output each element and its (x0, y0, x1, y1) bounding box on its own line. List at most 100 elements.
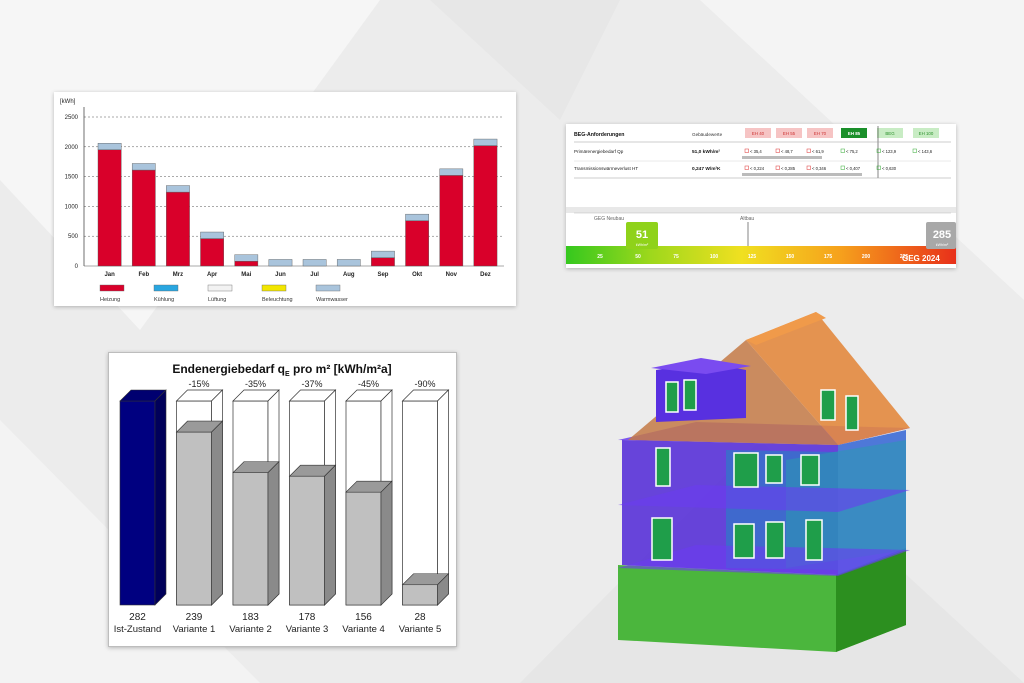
requirement-cell: < 0,346 (812, 166, 827, 171)
x-tick-label: Sep (377, 272, 388, 278)
category-label: Variante 4 (342, 624, 385, 635)
energy-bar (345, 491, 382, 606)
scale-old-label: Altbau (740, 216, 754, 222)
value-label: 178 (299, 612, 316, 623)
bar-warmwasser (268, 259, 293, 267)
value-label: 183 (242, 612, 259, 623)
eh-label: EH 85 (848, 131, 861, 136)
monthly-energy-chart-panel: [kWh] Jan Feb Mrz Apr Mai Jun Jul Aug Sep Okt Nov D… (54, 92, 516, 306)
x-tick-label: Apr (207, 272, 218, 278)
bar-heizung (200, 238, 224, 267)
row-label: Primärenergiebedarf Qp (574, 149, 624, 154)
category-label: Variante 2 (229, 624, 272, 635)
bar-warmwasser (439, 168, 464, 176)
requirement-cell: < 0,407 (846, 166, 861, 171)
y-tick-label: 1500 (65, 175, 79, 181)
category-label: Ist-Zustand (114, 624, 162, 635)
percent-label: -90% (414, 379, 435, 389)
requirement-cell: < 0,630 (882, 166, 897, 171)
requirement-cell: < 75,2 (846, 149, 858, 154)
energy-bar-side (380, 480, 393, 606)
energy-bar (176, 431, 212, 606)
endenergie-chart-panel: Endenergiebedarf qE pro m² [kWh/m²a] 282… (108, 352, 457, 647)
endenergie-chart: Endenergiebedarf qE pro m² [kWh/m²a] 282… (114, 362, 450, 635)
energy-bar-side (211, 420, 223, 606)
scale-tick-label: 75 (673, 254, 679, 260)
requirement-cell: < 0,224 (750, 166, 765, 171)
eh-header (841, 128, 867, 138)
value-label: 239 (186, 612, 203, 623)
geg-requirements-panel: BEG-Anforderungen Gebäudewerte EH 40 EH 5… (566, 124, 956, 268)
requirement-cell: < 61,9 (812, 149, 824, 154)
scale-tick-label: 125 (748, 254, 757, 260)
eh-label: EH 40 (752, 131, 765, 136)
scale-new-label: GEG Neubau (594, 216, 624, 222)
energy-bar-side (324, 464, 336, 606)
percent-label: -15% (188, 379, 209, 389)
energy-bar (402, 584, 438, 606)
scale-tick-label: 225 (900, 254, 909, 260)
energy-bar-side (437, 573, 449, 606)
bar-warmwasser (234, 254, 259, 262)
y-tick-label: 0 (75, 264, 79, 270)
svg-text:kWh/m²: kWh/m² (936, 243, 949, 247)
value-label: 156 (355, 612, 372, 623)
bar-warmwasser (97, 143, 122, 150)
scale-tick-label: 200 (862, 254, 871, 260)
bar-heizung (97, 149, 122, 267)
building-3d-model (606, 300, 936, 660)
scale-tick-label: 175 (824, 254, 833, 260)
energy-scale-bar (566, 246, 956, 264)
y-tick-label: 2500 (65, 115, 79, 121)
scale-tick-label: 100 (710, 254, 719, 260)
bar-warmwasser (302, 259, 327, 267)
bar-warmwasser (166, 185, 190, 193)
x-tick-label: Jan (104, 272, 115, 278)
legend-swatch (153, 284, 179, 292)
y-tick-label: 500 (68, 234, 79, 240)
legend-swatch (99, 284, 125, 292)
x-tick-label: Mrz (173, 272, 183, 278)
bar-warmwasser (200, 231, 224, 239)
bar-heizung (166, 191, 190, 267)
x-tick-label: Aug (343, 272, 355, 278)
scale-tick-label: 150 (786, 254, 795, 260)
percent-label: -45% (358, 379, 379, 389)
eh-label: BEG (885, 131, 895, 136)
bar-warmwasser (371, 250, 395, 258)
energy-bar-side (267, 460, 280, 606)
requirement-cell: < 123,9 (882, 149, 897, 154)
bar-warmwasser (131, 163, 156, 171)
x-tick-label: Feb (138, 272, 149, 278)
eh-label: EH 70 (814, 131, 827, 136)
bar-heizung (439, 175, 464, 267)
bar-heizung (371, 257, 395, 267)
requirement-cell: < 0,285 (781, 166, 796, 171)
eh-header (745, 128, 771, 138)
x-tick-label: Okt (412, 272, 422, 278)
row-label: Transmissionswärmeverlust HT (574, 166, 638, 171)
category-label: Variante 3 (286, 624, 329, 635)
x-tick-label: Jul (310, 272, 319, 278)
y-tick-label: 2000 (65, 145, 79, 151)
monthly-energy-chart: [kWh] Jan Feb Mrz Apr Mai Jun Jul Aug Sep Okt Nov D… (60, 99, 504, 303)
table-title: BEG-Anforderungen (574, 132, 624, 138)
eh-header (807, 128, 833, 138)
x-tick-label: Mai (241, 272, 251, 278)
value-label: 28 (414, 612, 426, 623)
current-value-marker: 51 kWh/m² (626, 222, 658, 249)
svg-text:285: 285 (933, 229, 951, 241)
requirement-cell: < 35,4 (750, 149, 762, 154)
y-tick-label: 1000 (65, 204, 79, 210)
legend-swatch (315, 284, 341, 292)
energy-bar (119, 400, 156, 606)
bar-heizung (234, 261, 259, 267)
building-illustration (618, 312, 910, 652)
legend-label: Kühlung (154, 297, 174, 303)
row-value: 51,0 kWh/m² (692, 149, 720, 155)
value-label: 282 (129, 612, 146, 623)
x-tick-label: Dez (480, 272, 491, 278)
eh-header (877, 128, 903, 138)
bar-warmwasser (473, 138, 498, 146)
bar-heizung (473, 145, 498, 267)
